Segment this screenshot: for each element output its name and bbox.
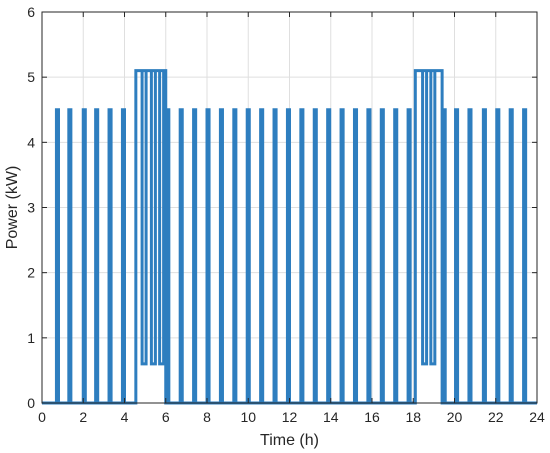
x-tick-label: 8 <box>203 409 211 425</box>
plateau-dip <box>149 70 157 366</box>
plateau-dip <box>140 70 148 366</box>
x-tick-label: 0 <box>38 409 46 425</box>
x-tick-label: 24 <box>529 409 545 425</box>
y-tick-label: 6 <box>27 4 35 20</box>
x-tick-label: 14 <box>323 409 339 425</box>
x-tick-label: 20 <box>447 409 463 425</box>
y-tick-label: 5 <box>27 69 35 85</box>
plateau-dip <box>429 70 437 366</box>
x-axis-label: Time (h) <box>260 432 319 449</box>
y-tick-label: 2 <box>27 265 35 281</box>
x-tick-label: 12 <box>282 409 298 425</box>
y-tick-label: 3 <box>27 200 35 216</box>
x-tick-label: 6 <box>162 409 170 425</box>
y-tick-label: 1 <box>27 330 35 346</box>
x-tick-label: 10 <box>240 409 256 425</box>
y-axis-label: Power (kW) <box>4 166 21 250</box>
x-tick-label: 18 <box>405 409 421 425</box>
x-tick-label: 22 <box>488 409 504 425</box>
y-tick-label: 4 <box>27 134 35 150</box>
x-tick-label: 2 <box>79 409 87 425</box>
plateau-dip <box>421 70 429 366</box>
plateau-dip <box>158 70 166 366</box>
x-tick-label: 16 <box>364 409 380 425</box>
y-tick-label: 0 <box>27 395 35 411</box>
x-tick-label: 4 <box>121 409 129 425</box>
